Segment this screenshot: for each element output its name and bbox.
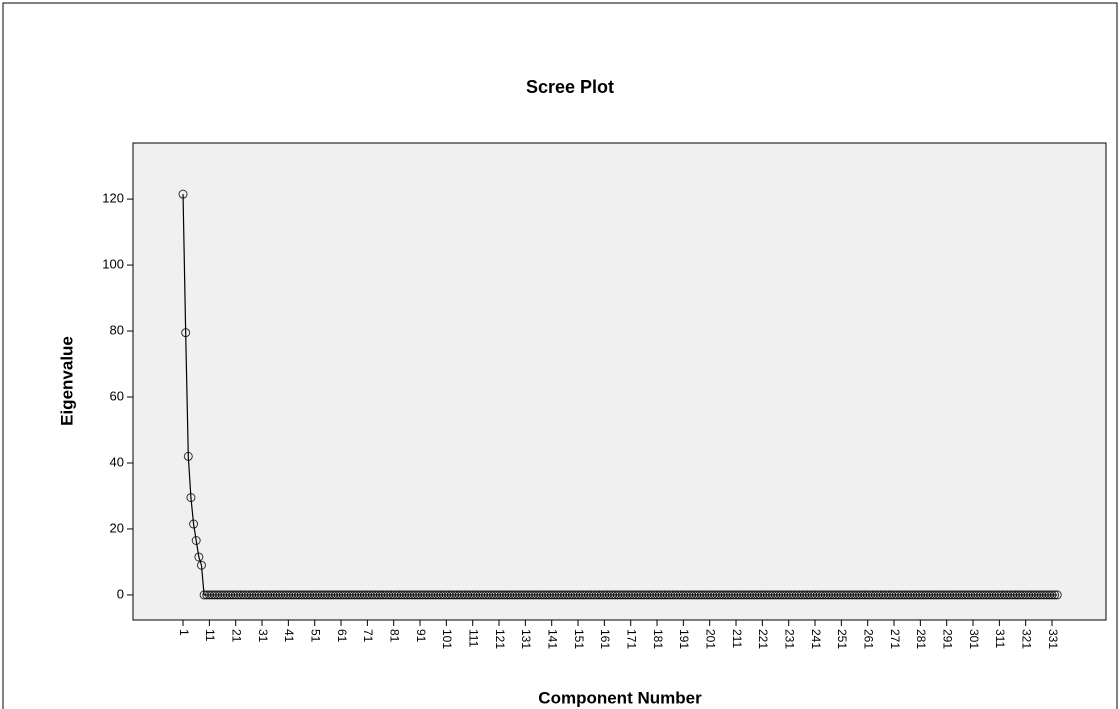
x-tick-label: 51 (309, 629, 323, 643)
y-tick-label: 60 (110, 388, 124, 403)
x-tick-label: 221 (756, 629, 770, 649)
x-tick-label: 211 (730, 629, 744, 648)
x-tick-label: 251 (835, 629, 849, 649)
x-tick-label: 81 (388, 629, 402, 643)
y-tick-label: 120 (102, 191, 124, 206)
x-tick-label: 71 (361, 629, 375, 643)
x-tick-label: 111 (467, 629, 481, 648)
x-tick-label: 161 (598, 629, 612, 649)
x-tick-label: 41 (282, 629, 296, 643)
x-tick-label: 1 (177, 629, 191, 636)
x-tick-label: 241 (809, 629, 823, 649)
x-tick-label: 31 (256, 629, 270, 643)
x-tick-label: 91 (414, 629, 428, 643)
x-axis-label: Component Number (538, 688, 702, 707)
x-tick-label: 61 (335, 629, 349, 643)
x-tick-label: 21 (230, 629, 244, 643)
x-tick-label: 231 (783, 629, 797, 649)
x-tick-label: 181 (651, 629, 665, 649)
y-tick-label: 20 (110, 520, 124, 535)
y-tick-label: 40 (110, 454, 124, 469)
y-tick-label: 80 (110, 322, 124, 337)
y-tick-label: 0 (117, 586, 124, 601)
x-tick-label: 301 (967, 629, 981, 649)
x-tick-label: 131 (519, 629, 533, 649)
x-tick-label: 281 (914, 629, 928, 649)
y-axis-label: Eigenvalue (57, 336, 76, 426)
x-tick-label: 311 (993, 629, 1007, 648)
chart-title: Scree Plot (526, 77, 614, 97)
x-tick-label: 151 (572, 629, 586, 649)
x-tick-label: 11 (203, 629, 217, 642)
x-tick-label: 191 (677, 629, 691, 649)
x-tick-label: 101 (440, 629, 454, 649)
chart: Scree Plot Eigenvalue Component Number 0… (0, 0, 1120, 709)
x-tick-label: 321 (1020, 629, 1034, 649)
plot-area (133, 143, 1106, 620)
x-tick-label: 201 (704, 629, 718, 649)
y-tick-label: 100 (102, 256, 124, 271)
x-tick-label: 291 (941, 629, 955, 649)
x-tick-label: 331 (1046, 629, 1060, 649)
x-tick-label: 261 (862, 629, 876, 649)
x-tick-label: 271 (888, 629, 902, 649)
x-tick-label: 171 (625, 629, 639, 649)
x-tick-label: 121 (493, 629, 507, 649)
x-tick-label: 141 (546, 629, 560, 649)
